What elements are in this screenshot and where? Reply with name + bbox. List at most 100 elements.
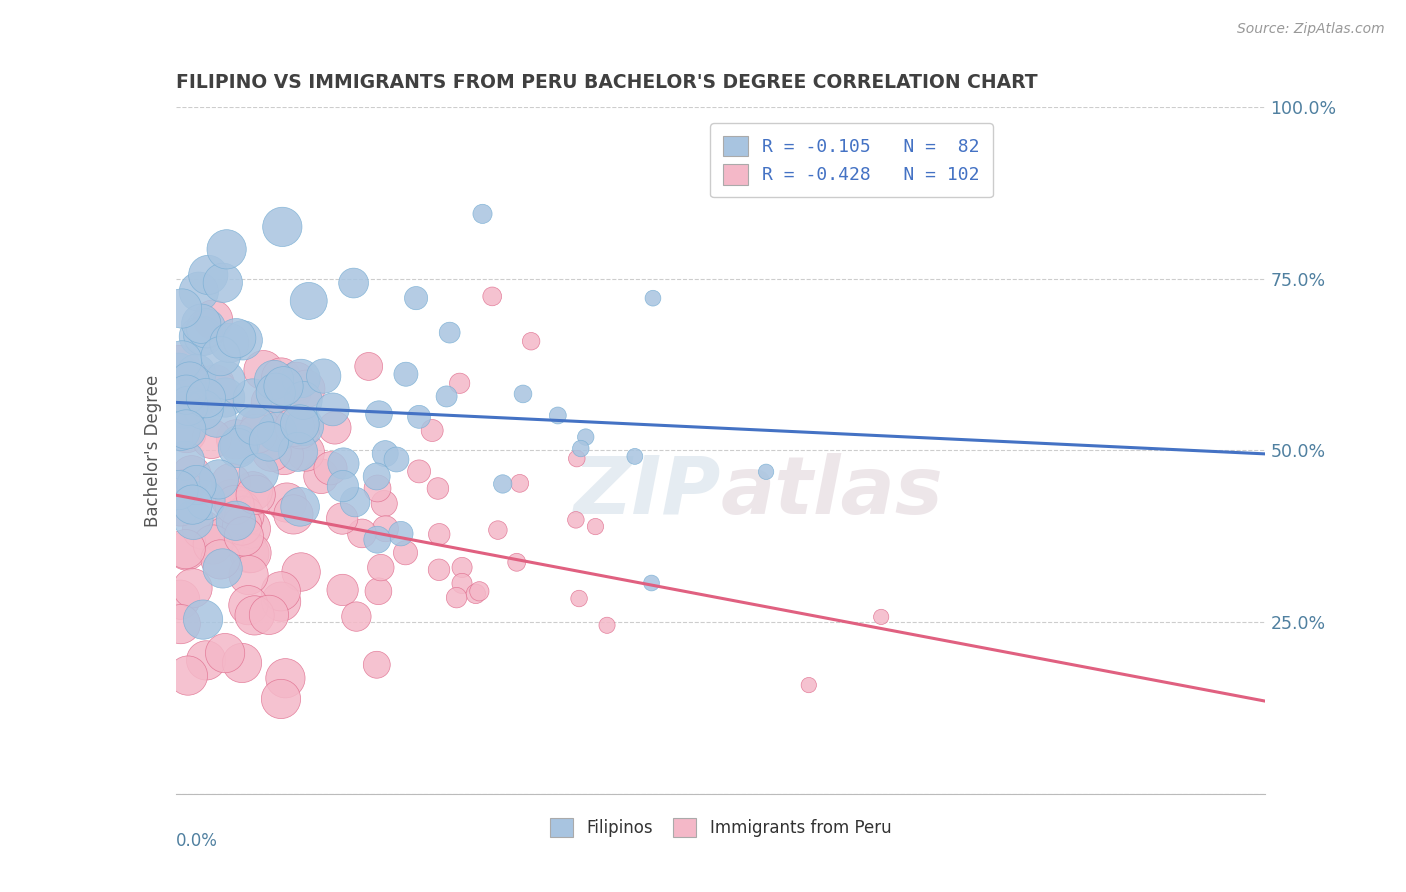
Point bbox=[245, 488, 267, 502]
Point bbox=[197, 268, 219, 282]
Point bbox=[367, 584, 389, 599]
Point bbox=[174, 542, 197, 557]
Point bbox=[207, 384, 229, 398]
Point bbox=[225, 514, 247, 528]
Point bbox=[298, 293, 321, 308]
Point bbox=[260, 395, 283, 409]
Point bbox=[288, 500, 311, 514]
Point bbox=[214, 373, 236, 387]
Point bbox=[312, 369, 335, 384]
Point bbox=[211, 561, 233, 575]
Point bbox=[193, 329, 215, 343]
Point bbox=[243, 418, 266, 433]
Point bbox=[332, 457, 354, 471]
Point bbox=[209, 349, 232, 363]
Point bbox=[167, 493, 190, 508]
Point bbox=[344, 495, 367, 509]
Point bbox=[427, 563, 450, 577]
Point bbox=[194, 493, 217, 508]
Point bbox=[231, 518, 253, 533]
Point bbox=[201, 432, 224, 446]
Point bbox=[183, 393, 205, 408]
Point bbox=[229, 503, 252, 517]
Point bbox=[547, 409, 569, 423]
Point bbox=[243, 608, 266, 623]
Point bbox=[405, 291, 427, 305]
Point bbox=[451, 576, 474, 591]
Point bbox=[596, 618, 619, 632]
Point bbox=[641, 291, 664, 305]
Point bbox=[242, 484, 264, 499]
Point bbox=[204, 377, 226, 392]
Point bbox=[172, 483, 194, 497]
Point bbox=[260, 444, 283, 458]
Point bbox=[870, 610, 893, 624]
Point bbox=[225, 331, 247, 345]
Point bbox=[408, 464, 430, 478]
Point bbox=[367, 482, 389, 496]
Point bbox=[323, 421, 346, 435]
Point bbox=[565, 451, 588, 466]
Point bbox=[270, 692, 292, 706]
Point bbox=[181, 498, 204, 512]
Point bbox=[177, 399, 200, 413]
Point bbox=[242, 392, 264, 406]
Point bbox=[249, 420, 271, 434]
Point bbox=[228, 438, 250, 452]
Point bbox=[177, 668, 200, 682]
Point bbox=[188, 377, 211, 392]
Point bbox=[186, 478, 208, 492]
Point bbox=[492, 477, 515, 491]
Point bbox=[176, 387, 198, 401]
Point bbox=[174, 453, 197, 467]
Point bbox=[368, 407, 391, 421]
Point bbox=[195, 321, 218, 335]
Point bbox=[565, 513, 588, 527]
Point bbox=[181, 581, 204, 595]
Point bbox=[509, 476, 531, 491]
Point bbox=[219, 476, 242, 491]
Point bbox=[471, 207, 494, 221]
Point bbox=[270, 594, 292, 608]
Point bbox=[332, 479, 354, 493]
Point bbox=[394, 546, 416, 560]
Point bbox=[512, 387, 534, 401]
Point bbox=[176, 543, 198, 558]
Point bbox=[209, 552, 232, 566]
Text: ZIP: ZIP bbox=[574, 452, 721, 531]
Point bbox=[366, 657, 388, 672]
Point bbox=[464, 587, 486, 601]
Point bbox=[191, 523, 214, 537]
Point bbox=[332, 582, 354, 597]
Point bbox=[193, 402, 215, 417]
Point bbox=[373, 497, 395, 511]
Point bbox=[755, 465, 778, 479]
Point bbox=[344, 609, 367, 624]
Point bbox=[797, 678, 820, 692]
Point bbox=[214, 530, 236, 544]
Point bbox=[374, 447, 396, 461]
Point bbox=[283, 508, 305, 522]
Point bbox=[285, 375, 308, 389]
Point bbox=[183, 513, 205, 527]
Point bbox=[322, 402, 344, 417]
Point bbox=[190, 317, 212, 331]
Point bbox=[319, 461, 342, 475]
Point bbox=[257, 607, 280, 622]
Point bbox=[389, 526, 412, 541]
Point bbox=[426, 482, 449, 496]
Point bbox=[486, 523, 509, 537]
Point bbox=[420, 424, 443, 438]
Point bbox=[273, 448, 295, 462]
Point bbox=[167, 483, 190, 497]
Point bbox=[169, 424, 191, 438]
Y-axis label: Bachelor's Degree: Bachelor's Degree bbox=[143, 375, 162, 526]
Point bbox=[191, 613, 214, 627]
Point bbox=[252, 363, 274, 377]
Point bbox=[179, 375, 201, 389]
Point bbox=[271, 219, 294, 234]
Point bbox=[294, 419, 316, 434]
Point bbox=[273, 379, 295, 393]
Point bbox=[226, 441, 249, 455]
Point bbox=[506, 555, 529, 569]
